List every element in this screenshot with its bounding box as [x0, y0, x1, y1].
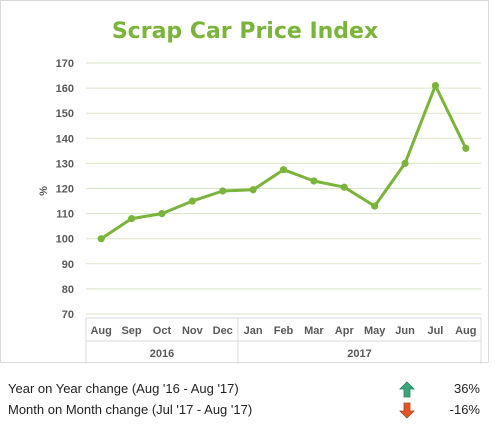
data-point	[188, 197, 196, 205]
x-tick-label: May	[364, 325, 386, 337]
arrow-down-icon	[399, 402, 415, 419]
y-tick-label: 70	[62, 309, 74, 321]
summary-row-yoy: Year on Year change (Aug '16 - Aug '17) …	[8, 381, 488, 399]
y-tick-label: 150	[56, 108, 74, 120]
x-tick-label: Apr	[335, 325, 355, 337]
x-tick-label: Dec	[213, 325, 233, 337]
arrow-up-icon	[399, 381, 415, 398]
y-axis-label: %	[38, 186, 50, 196]
series-line-group	[97, 81, 470, 243]
x-tick-label: Oct	[153, 325, 172, 337]
y-tick-label: 110	[56, 209, 74, 221]
y-tick-label: 130	[56, 158, 74, 170]
data-point	[401, 159, 409, 167]
chart-border	[0, 0, 489, 363]
x-tick-label: Nov	[182, 325, 204, 337]
x-tick-label: Jan	[244, 325, 263, 337]
x-tick-label: Jun	[395, 325, 415, 337]
y-tick-label: 160	[56, 83, 74, 95]
x-tick-label: Jul	[427, 325, 443, 337]
y-tick-label: 170	[56, 58, 74, 70]
chart-title: Scrap Car Price Index	[112, 19, 378, 44]
y-tick-label: 80	[62, 284, 74, 296]
summary-label: Year on Year change (Aug '16 - Aug '17)	[8, 381, 239, 396]
data-point	[127, 215, 136, 223]
data-point	[219, 187, 227, 195]
x-tick-label: Sep	[121, 325, 141, 337]
data-point	[279, 166, 288, 174]
x-tick-label: Feb	[274, 325, 294, 337]
data-point	[431, 81, 440, 90]
summary-value: 36%	[453, 381, 480, 396]
y-tick-label: 140	[56, 133, 74, 145]
y-tick-label: 120	[56, 184, 74, 196]
y-tick-label: 90	[62, 259, 74, 271]
data-point	[340, 183, 348, 191]
x-tick-label: Aug	[90, 325, 111, 337]
summary-value: -16%	[449, 402, 480, 417]
gridlines	[86, 62, 481, 315]
data-point	[371, 202, 379, 210]
x-group-label: 2016	[150, 348, 174, 360]
summary-row-mom: Month on Month change (Jul '17 - Aug '17…	[8, 402, 488, 420]
x-group-label: 2017	[347, 348, 371, 360]
y-axis-ticks: 70 80 90 100 110 120 130 140 150 160 170	[56, 58, 74, 321]
summary-label: Month on Month change (Jul '17 - Aug '17…	[8, 402, 253, 417]
data-point	[158, 210, 166, 218]
data-point	[462, 144, 470, 152]
data-point	[97, 235, 105, 243]
x-axis: Aug Sep Oct Nov Dec Jan Feb Mar Apr May Jun Jul Aug 2…	[85, 317, 482, 364]
data-point	[310, 177, 318, 185]
x-tick-label: Mar	[304, 325, 324, 337]
data-point	[249, 186, 257, 194]
y-tick-label: 100	[56, 234, 74, 246]
x-tick-label: Aug	[455, 325, 476, 337]
